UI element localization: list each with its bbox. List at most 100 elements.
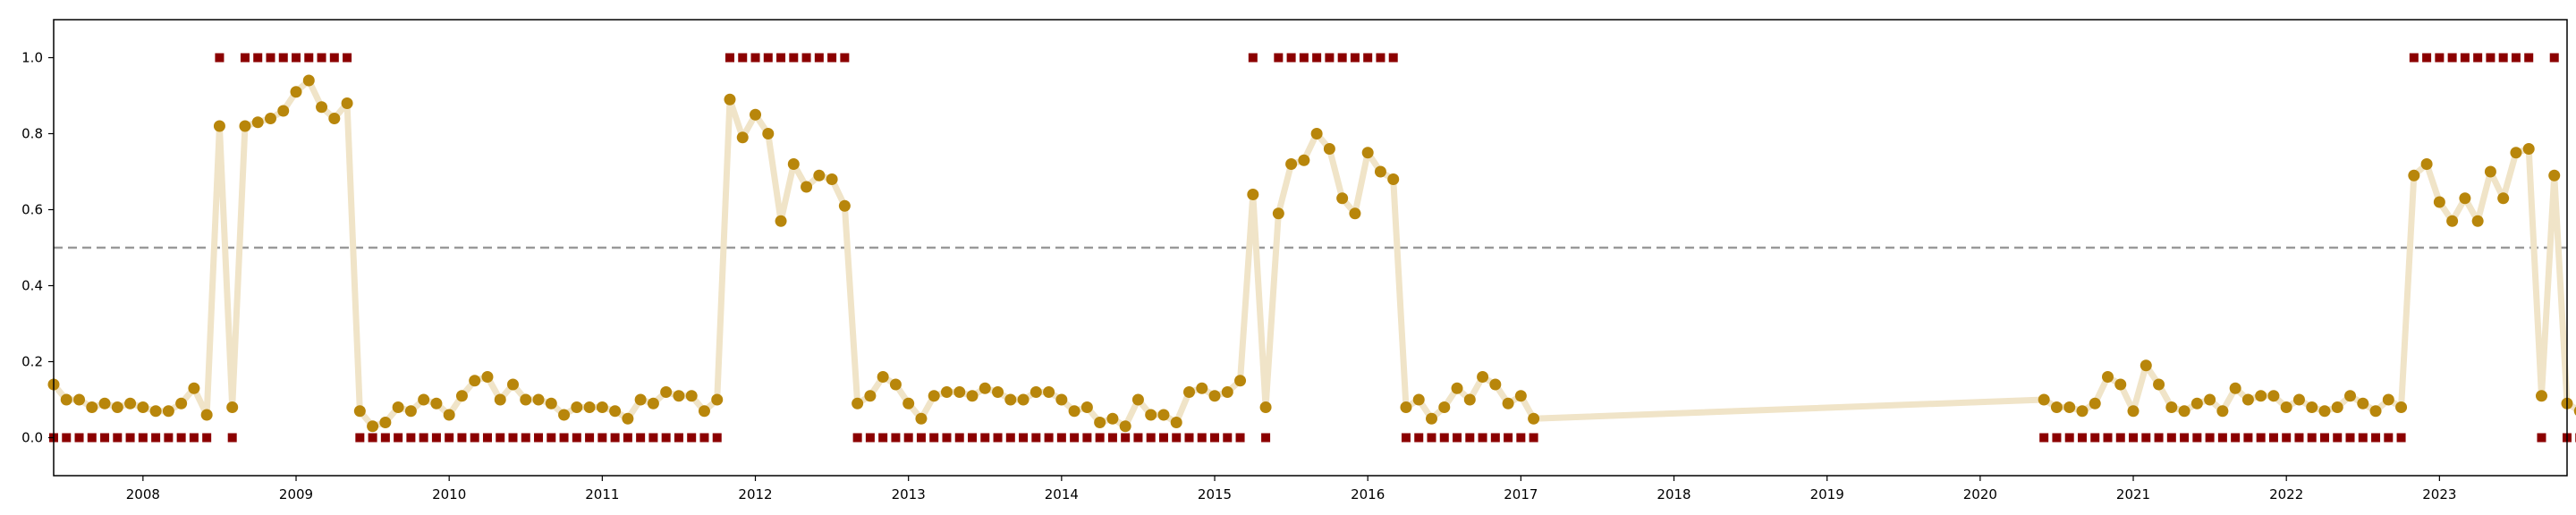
probability-point <box>1438 401 1451 413</box>
probability-point <box>2395 401 2408 413</box>
label-marker <box>2129 433 2139 443</box>
label-marker <box>457 433 467 443</box>
label-marker <box>1388 53 1398 63</box>
label-marker <box>674 433 683 443</box>
label-marker <box>763 53 773 63</box>
probability-point <box>1094 417 1106 428</box>
probability-point <box>149 405 162 418</box>
x-tick-label: 2017 <box>1504 486 1538 502</box>
label-marker <box>2345 433 2355 443</box>
label-marker <box>585 433 595 443</box>
label-marker <box>648 433 658 443</box>
label-marker <box>419 433 428 443</box>
label-marker <box>1274 53 1284 63</box>
probability-point <box>2408 169 2420 182</box>
probability-point <box>2548 169 2561 182</box>
label-marker <box>903 433 913 443</box>
probability-point <box>2089 397 2101 409</box>
label-marker <box>597 433 607 443</box>
label-marker <box>2294 433 2304 443</box>
probability-point <box>494 393 506 406</box>
probability-point <box>111 401 123 413</box>
label-marker <box>827 53 837 63</box>
probability-point <box>2280 401 2292 413</box>
probability-point <box>775 215 787 227</box>
probability-point <box>1336 192 1349 205</box>
label-marker <box>380 433 390 443</box>
label-marker <box>2231 433 2241 443</box>
label-marker <box>1082 433 1092 443</box>
x-tick-label: 2012 <box>738 486 772 502</box>
probability-point <box>2522 143 2535 155</box>
label-marker <box>2141 433 2151 443</box>
label-marker <box>2103 433 2113 443</box>
label-marker <box>1427 433 1436 443</box>
label-marker <box>636 433 646 443</box>
label-marker <box>712 433 722 443</box>
probability-point <box>2050 401 2063 413</box>
probability-point <box>928 390 940 402</box>
plot-frame <box>53 19 2568 477</box>
probability-point <box>1068 405 1080 418</box>
probability-point <box>966 390 979 402</box>
label-marker <box>916 433 926 443</box>
probability-point <box>1080 401 1093 413</box>
label-marker <box>470 433 479 443</box>
probability-points-layer <box>47 74 2576 433</box>
label-marker <box>394 433 403 443</box>
label-marker <box>2205 433 2215 443</box>
x-tick-label: 2018 <box>1657 486 1690 502</box>
label-marker <box>2090 433 2100 443</box>
x-tick-label: 2021 <box>2116 486 2150 502</box>
probability-point <box>2127 405 2140 418</box>
label-marker <box>1363 53 1373 63</box>
label-marker <box>1261 433 1271 443</box>
label-marker <box>2409 53 2419 63</box>
probability-point <box>801 181 813 193</box>
probability-point <box>2471 215 2484 227</box>
probability-point <box>2420 158 2433 170</box>
label-marker <box>1465 433 1475 443</box>
probability-point <box>634 393 647 406</box>
label-marker <box>62 433 72 443</box>
probability-point <box>137 401 149 413</box>
label-marker <box>2422 53 2432 63</box>
probability-point <box>1196 382 1208 394</box>
probability-point <box>1323 143 1335 155</box>
probability-point <box>1017 393 1030 406</box>
probability-point <box>545 397 557 409</box>
label-marker <box>113 433 123 443</box>
probability-point <box>1400 401 1412 413</box>
probability-point <box>889 378 902 391</box>
probability-point <box>2497 192 2510 205</box>
label-marker <box>2549 53 2559 63</box>
probability-point <box>2267 390 2280 402</box>
label-marker <box>266 53 275 63</box>
label-marker <box>304 53 314 63</box>
label-marker <box>2435 53 2445 63</box>
label-marker <box>2064 433 2074 443</box>
label-marker <box>240 53 250 63</box>
probability-point <box>213 120 225 132</box>
probability-point <box>902 397 915 409</box>
probability-point <box>264 113 276 124</box>
probability-point <box>2165 401 2178 413</box>
probability-point <box>2446 215 2459 227</box>
label-marker <box>1235 433 1245 443</box>
label-marker <box>1031 433 1041 443</box>
label-marker <box>2511 53 2521 63</box>
x-tick-label: 2009 <box>279 486 313 502</box>
probability-point <box>175 397 188 409</box>
label-marker <box>74 433 84 443</box>
label-marker <box>227 433 237 443</box>
probability-point <box>698 405 710 418</box>
label-marker <box>547 433 556 443</box>
probability-point <box>1349 207 1361 220</box>
label-marker <box>572 433 581 443</box>
probability-point <box>2204 393 2216 406</box>
probability-point <box>162 405 174 418</box>
probability-point <box>877 371 889 383</box>
label-marker <box>343 53 352 63</box>
probability-point <box>443 409 455 421</box>
label-marker <box>1133 433 1143 443</box>
